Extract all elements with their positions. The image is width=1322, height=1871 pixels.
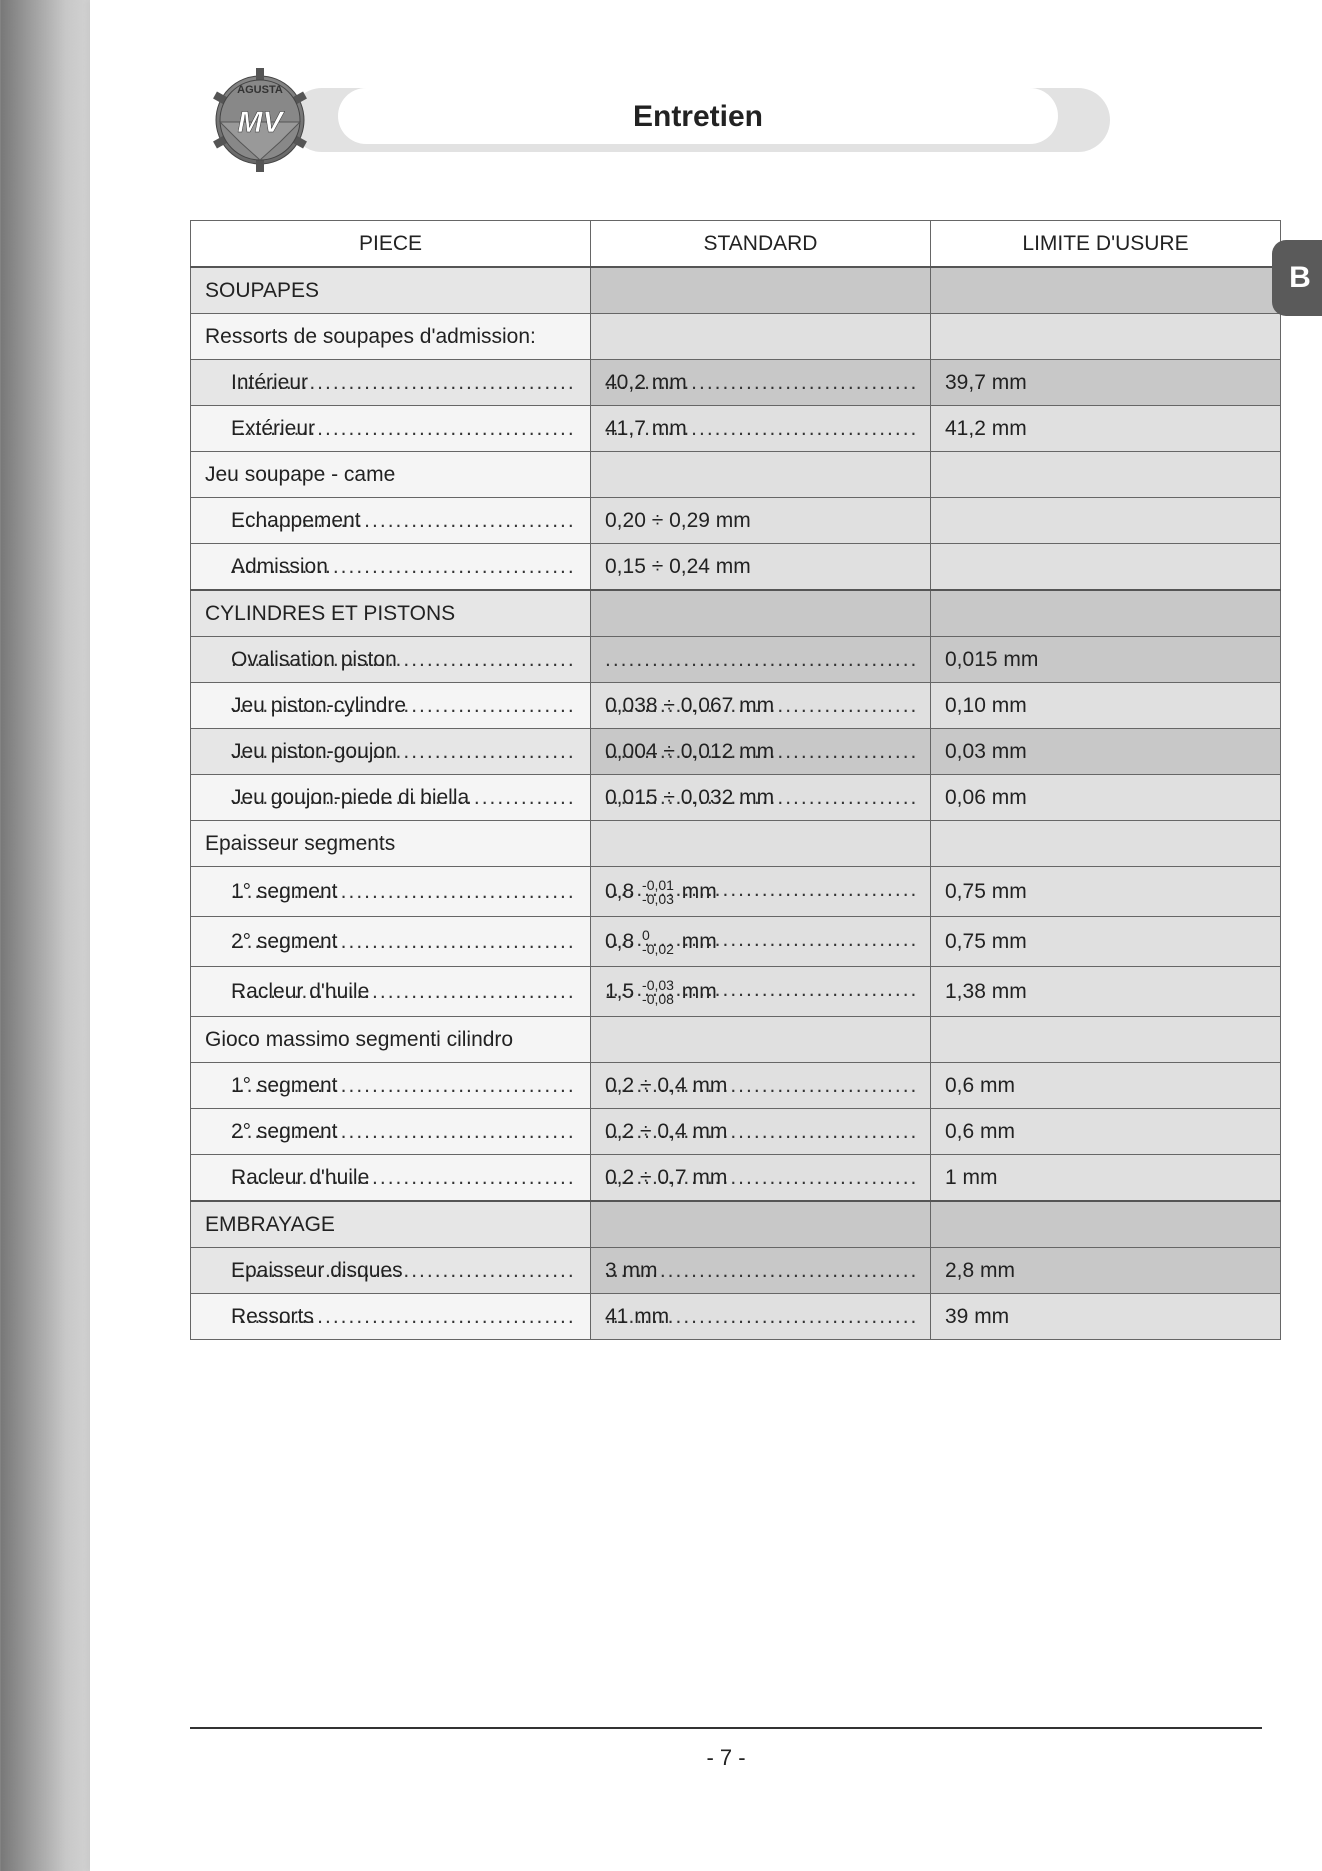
table-group-row: Gioco massimo segmenti cilindro — [191, 1017, 1281, 1063]
footer-rule — [190, 1727, 1262, 1729]
group-label: Jeu soupape - came — [191, 452, 591, 498]
section-title: EMBRAYAGE — [191, 1201, 591, 1248]
cell-piece: 2° segment — [191, 1109, 591, 1155]
col-header-standard: STANDARD — [591, 221, 931, 268]
cell-standard: 0,2 ÷ 0,4 mm — [591, 1109, 931, 1155]
page-number: - 7 - — [706, 1745, 745, 1770]
cell-limite: 2,8 mm — [931, 1248, 1281, 1294]
cell-standard: 41 mm — [591, 1294, 931, 1340]
table-section-row: CYLINDRES ET PISTONS — [191, 590, 1281, 637]
table-row: Intérieur40,2 mm39,7 mm — [191, 360, 1281, 406]
cell-standard: 0,004 ÷ 0,012 mm — [591, 729, 931, 775]
page-footer: - 7 - — [190, 1727, 1262, 1771]
cell-limite — [931, 544, 1281, 591]
cell-piece: Ovalisation piston — [191, 637, 591, 683]
cell-standard: 0,2 ÷ 0,7 mm — [591, 1155, 931, 1202]
section-title: SOUPAPES — [191, 267, 591, 314]
cell-limite: 41,2 mm — [931, 406, 1281, 452]
cell-piece: Extérieur — [191, 406, 591, 452]
cell-piece: Epaisseur disques — [191, 1248, 591, 1294]
cell-standard: 0,2 ÷ 0,4 mm — [591, 1063, 931, 1109]
table-header-row: PIECE STANDARD LIMITE D'USURE — [191, 221, 1281, 268]
table-row: Jeu piston-goujon0,004 ÷ 0,012 mm0,03 mm — [191, 729, 1281, 775]
cell-standard: 3 mm — [591, 1248, 931, 1294]
cell-piece: Racleur d'huile — [191, 1155, 591, 1202]
logo-text-top: AGUSTA — [237, 84, 283, 96]
group-label: Epaisseur segments — [191, 821, 591, 867]
cell-standard: 0,8 -0,01-0,03 mm — [591, 867, 931, 917]
table-row: Admission0,15 ÷ 0,24 mm — [191, 544, 1281, 591]
cell-piece: 1° segment — [191, 1063, 591, 1109]
cell-limite: 1 mm — [931, 1155, 1281, 1202]
table-row: Racleur d'huile1,5 -0,03-0,08 mm1,38 mm — [191, 967, 1281, 1017]
cell-standard: 0,015 ÷ 0,032 mm — [591, 775, 931, 821]
cell-standard: 0,20 ÷ 0,29 mm — [591, 498, 931, 544]
col-header-limite: LIMITE D'USURE — [931, 221, 1281, 268]
table-row: 1° segment0,8 -0,01-0,03 mm0,75 mm — [191, 867, 1281, 917]
table-section-row: EMBRAYAGE — [191, 1201, 1281, 1248]
cell-standard: 0,038 ÷ 0,067 mm — [591, 683, 931, 729]
spec-table-container: PIECE STANDARD LIMITE D'USURE SOUPAPESRe… — [190, 220, 1280, 1340]
cell-piece: 1° segment — [191, 867, 591, 917]
brand-logo-icon: AGUSTA MV — [200, 60, 320, 180]
table-row: 2° segment0,8 0-0,02 mm0,75 mm — [191, 917, 1281, 967]
group-label: Gioco massimo segmenti cilindro — [191, 1017, 591, 1063]
group-label: Ressorts de soupapes d'admission: — [191, 314, 591, 360]
table-row: Jeu piston-cylindre0,038 ÷ 0,067 mm0,10 … — [191, 683, 1281, 729]
cell-limite: 0,10 mm — [931, 683, 1281, 729]
page-sheet: AGUSTA MV Entretien B PIECE STANDARD LIM… — [90, 0, 1322, 1871]
table-section-row: SOUPAPES — [191, 267, 1281, 314]
section-tab: B — [1272, 240, 1322, 316]
table-group-row: Epaisseur segments — [191, 821, 1281, 867]
table-row: 1° segment0,2 ÷ 0,4 mm0,6 mm — [191, 1063, 1281, 1109]
cell-piece: 2° segment — [191, 917, 591, 967]
cell-piece: Admission — [191, 544, 591, 591]
cell-piece: Jeu piston-goujon — [191, 729, 591, 775]
cell-standard: 41,7 mm — [591, 406, 931, 452]
cell-standard — [591, 637, 931, 683]
table-row: Extérieur41,7 mm41,2 mm — [191, 406, 1281, 452]
cell-standard: 1,5 -0,03-0,08 mm — [591, 967, 931, 1017]
table-row: Echappement0,20 ÷ 0,29 mm — [191, 498, 1281, 544]
cell-limite: 0,015 mm — [931, 637, 1281, 683]
cell-limite: 39,7 mm — [931, 360, 1281, 406]
cell-piece: Racleur d'huile — [191, 967, 591, 1017]
spec-table: PIECE STANDARD LIMITE D'USURE SOUPAPESRe… — [190, 220, 1281, 1340]
cell-piece: Intérieur — [191, 360, 591, 406]
cell-limite: 0,03 mm — [931, 729, 1281, 775]
section-title: CYLINDRES ET PISTONS — [191, 590, 591, 637]
table-row: Epaisseur disques3 mm2,8 mm — [191, 1248, 1281, 1294]
table-group-row: Ressorts de soupapes d'admission: — [191, 314, 1281, 360]
table-row: Jeu goujon-piede di biella0,015 ÷ 0,032 … — [191, 775, 1281, 821]
cell-limite: 0,75 mm — [931, 867, 1281, 917]
cell-limite — [931, 498, 1281, 544]
cell-standard: 0,8 0-0,02 mm — [591, 917, 931, 967]
col-header-piece: PIECE — [191, 221, 591, 268]
cell-limite: 0,6 mm — [931, 1063, 1281, 1109]
cell-standard: 40,2 mm — [591, 360, 931, 406]
table-row: Ovalisation piston 0,015 mm — [191, 637, 1281, 683]
cell-piece: Jeu goujon-piede di biella — [191, 775, 591, 821]
cell-standard: 0,15 ÷ 0,24 mm — [591, 544, 931, 591]
page-title: Entretien — [338, 88, 1058, 144]
table-row: 2° segment0,2 ÷ 0,4 mm0,6 mm — [191, 1109, 1281, 1155]
cell-limite: 0,06 mm — [931, 775, 1281, 821]
table-group-row: Jeu soupape - came — [191, 452, 1281, 498]
table-row: Ressorts41 mm39 mm — [191, 1294, 1281, 1340]
cell-piece: Echappement — [191, 498, 591, 544]
cell-piece: Ressorts — [191, 1294, 591, 1340]
logo-text-main: MV — [238, 106, 286, 139]
cell-limite: 0,75 mm — [931, 917, 1281, 967]
cell-limite: 0,6 mm — [931, 1109, 1281, 1155]
cell-limite: 39 mm — [931, 1294, 1281, 1340]
table-row: Racleur d'huile0,2 ÷ 0,7 mm1 mm — [191, 1155, 1281, 1202]
page-header: AGUSTA MV Entretien — [90, 40, 1322, 150]
cell-limite: 1,38 mm — [931, 967, 1281, 1017]
cell-piece: Jeu piston-cylindre — [191, 683, 591, 729]
